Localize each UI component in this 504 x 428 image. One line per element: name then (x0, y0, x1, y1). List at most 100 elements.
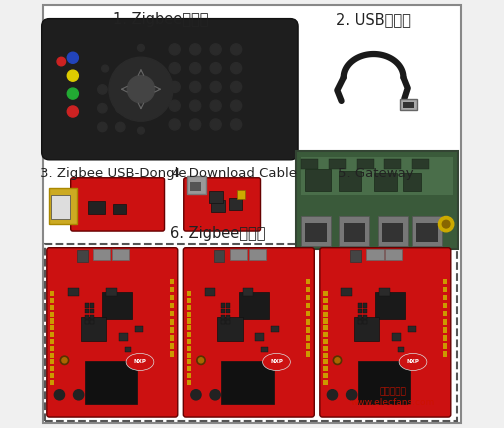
Bar (323, 360, 328, 365)
Bar (50, 360, 54, 365)
Circle shape (109, 57, 173, 121)
Circle shape (98, 85, 107, 94)
Bar (68, 288, 79, 296)
Bar (186, 332, 191, 337)
Circle shape (60, 356, 69, 365)
Bar (90, 309, 94, 313)
Bar (226, 303, 230, 308)
Circle shape (210, 389, 220, 400)
Circle shape (347, 389, 357, 400)
Text: 4. Download Cable: 4. Download Cable (172, 167, 297, 180)
Bar (77, 250, 88, 262)
Circle shape (115, 104, 125, 113)
Circle shape (102, 65, 108, 72)
Bar (366, 249, 384, 260)
Bar (85, 315, 89, 319)
Bar (170, 303, 174, 309)
Bar (301, 157, 453, 195)
Bar (186, 346, 191, 351)
Circle shape (190, 119, 201, 130)
Bar (226, 315, 230, 319)
Bar (323, 366, 328, 372)
Bar (93, 249, 110, 260)
Bar (50, 305, 54, 310)
Circle shape (190, 62, 201, 74)
Circle shape (191, 389, 201, 400)
Ellipse shape (263, 354, 290, 371)
FancyBboxPatch shape (190, 182, 201, 191)
Bar (323, 332, 328, 337)
Bar (373, 173, 397, 190)
Bar (221, 315, 225, 319)
Bar (306, 327, 310, 333)
Bar (88, 201, 105, 214)
Bar (186, 325, 191, 330)
Bar (443, 295, 447, 300)
Bar (363, 320, 367, 324)
Bar (209, 191, 223, 203)
Bar (125, 347, 131, 352)
Circle shape (210, 100, 221, 111)
Bar (443, 351, 447, 357)
Bar (301, 159, 318, 169)
Circle shape (169, 119, 180, 130)
Bar (354, 317, 380, 341)
Bar (323, 353, 328, 358)
Text: NXP: NXP (134, 360, 146, 365)
Text: 5. Gateway: 5. Gateway (338, 167, 413, 180)
Circle shape (190, 81, 201, 92)
Text: 1. Zigbee遥控器: 1. Zigbee遥控器 (112, 12, 208, 27)
Circle shape (231, 62, 242, 74)
Circle shape (128, 76, 155, 103)
Ellipse shape (399, 354, 427, 371)
Bar (90, 303, 94, 308)
FancyBboxPatch shape (184, 178, 261, 231)
Bar (323, 312, 328, 317)
Bar (386, 249, 402, 260)
Bar (170, 295, 174, 300)
Bar (50, 366, 54, 372)
Bar (358, 361, 410, 404)
Bar (443, 343, 447, 349)
Bar (341, 288, 352, 296)
Circle shape (62, 358, 67, 363)
Bar (50, 339, 54, 344)
Bar (323, 325, 328, 330)
Bar (186, 339, 191, 344)
Bar (106, 288, 116, 296)
Bar (249, 249, 266, 260)
Text: 3. Zigbee USB-Dongle: 3. Zigbee USB-Dongle (40, 167, 186, 180)
Circle shape (67, 106, 78, 117)
Bar (90, 315, 94, 319)
Circle shape (231, 100, 242, 111)
Bar (170, 335, 174, 341)
Bar (306, 311, 310, 316)
Bar (375, 291, 405, 319)
Bar (85, 303, 89, 308)
Bar (412, 159, 429, 169)
Circle shape (115, 122, 125, 132)
Bar (226, 309, 230, 313)
Bar (170, 327, 174, 333)
Bar (242, 288, 253, 296)
Bar (305, 169, 331, 190)
Bar (443, 287, 447, 292)
FancyBboxPatch shape (51, 195, 70, 219)
Circle shape (327, 389, 338, 400)
Circle shape (443, 220, 450, 228)
Bar (262, 347, 268, 352)
Bar (170, 287, 174, 292)
Circle shape (231, 44, 242, 55)
Circle shape (210, 44, 221, 55)
Bar (239, 291, 269, 319)
Bar (221, 361, 274, 404)
Circle shape (210, 119, 221, 130)
Circle shape (190, 100, 201, 111)
Bar (398, 347, 404, 352)
Bar (443, 327, 447, 333)
Bar (443, 335, 447, 341)
Bar (392, 333, 401, 341)
Bar (323, 298, 328, 303)
Circle shape (231, 81, 242, 92)
Bar (416, 223, 437, 242)
